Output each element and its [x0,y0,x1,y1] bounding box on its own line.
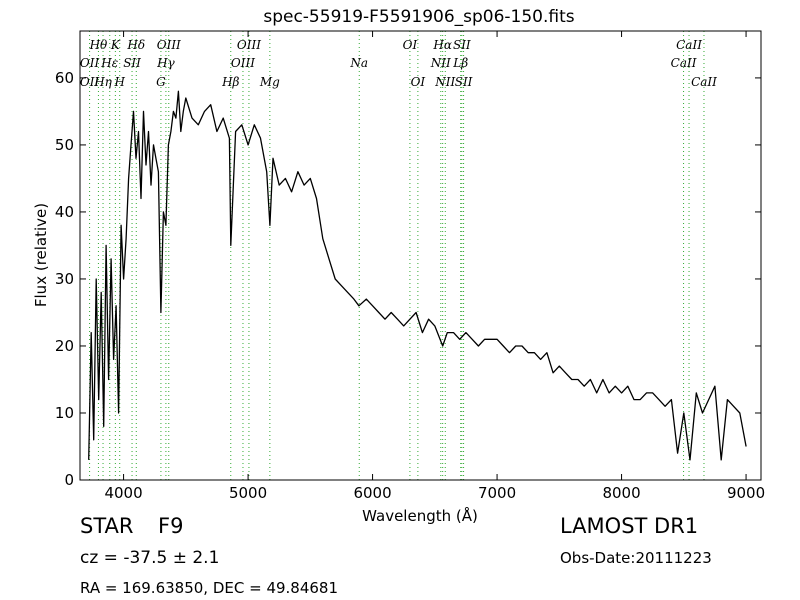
line-label: CaII [691,75,717,89]
spectrum-series [88,90,747,461]
line-label: H [113,75,125,89]
y-axis-ticks: 0 10 20 30 40 50 60 [55,69,761,489]
line-label: Hα [432,38,452,52]
x-tick-label: 4000 [104,484,142,502]
line-label: Lβ [452,56,468,70]
x-tick-label: 8000 [602,484,640,502]
line-label: NII [430,56,451,70]
x-tick-label: 5000 [229,484,267,502]
y-tick-label: 30 [55,270,74,288]
line-label: Hθ [89,38,108,52]
line-label: G [156,75,166,89]
line-label: Hε [100,56,118,70]
line-label: Hγ [156,56,175,70]
y-axis-label: Flux (relative) [32,203,50,307]
line-label: SII [123,56,141,70]
x-axis-ticks: 4000 5000 6000 7000 8000 9000 [104,31,765,502]
line-label: NII [434,75,455,89]
line-label: Mg [259,75,280,89]
line-label: CaII [676,38,702,52]
y-tick-label: 50 [55,136,74,154]
line-label: K [110,38,121,52]
line-label: Hη [93,75,112,89]
line-label: Na [349,56,368,70]
line-label: Hβ [221,75,239,89]
observation-date: Obs-Date:20111223 [560,549,712,567]
survey-name: LAMOST DR1 [560,514,699,538]
y-tick-label: 60 [55,69,74,87]
y-tick-label: 20 [55,337,74,355]
object-subclass: F9 [158,514,184,538]
y-tick-label: 40 [55,203,74,221]
coordinates-readout: RA = 169.63850, DEC = 49.84681 [80,579,339,597]
line-label: CaII [671,56,697,70]
plot-frame [79,30,762,481]
y-tick-label: 0 [64,471,74,489]
x-tick-label: 6000 [353,484,391,502]
y-tick-label: 10 [55,404,74,422]
line-label: OII [80,56,100,70]
redshift-readout: cz = -37.5 ± 2.1 [80,548,220,568]
line-label: OI [403,38,418,52]
line-label: OII [80,75,100,89]
line-label: SII [453,38,471,52]
object-class: STAR [80,514,134,538]
line-label: OIII [237,38,261,52]
x-tick-label: 7000 [478,484,516,502]
line-label: OIII [157,38,181,52]
emission-line-markers [89,31,705,480]
x-tick-label: 9000 [727,484,765,502]
spectrum-line [88,90,747,461]
line-label: OIII [231,56,255,70]
chart-title: spec-55919-F5591906_sp06-150.fits [263,7,574,27]
line-label: OI [411,75,426,89]
x-axis-label: Wavelength (Å) [362,506,478,525]
line-label: Hδ [126,38,145,52]
line-label: SII [455,75,473,89]
